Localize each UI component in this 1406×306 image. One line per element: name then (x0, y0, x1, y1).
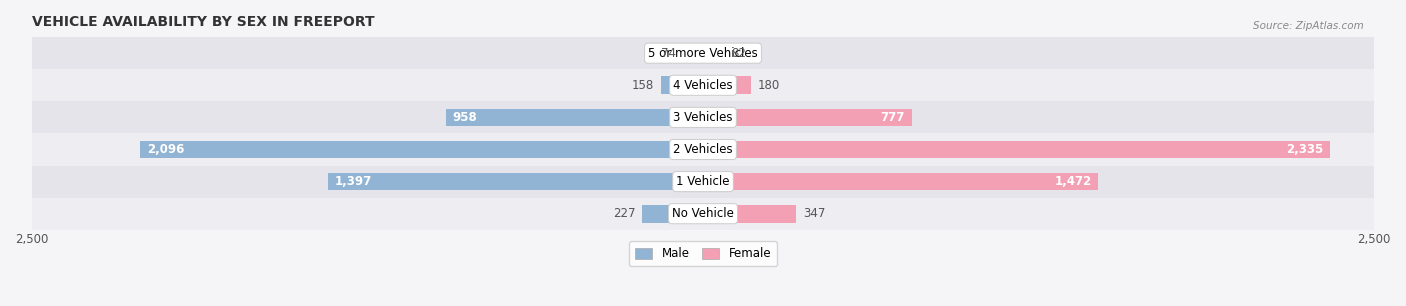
Text: 1 Vehicle: 1 Vehicle (676, 175, 730, 188)
Bar (683, 44, 703, 62)
Text: 158: 158 (631, 79, 654, 92)
Text: 2,335: 2,335 (1286, 143, 1323, 156)
Text: No Vehicle: No Vehicle (672, 207, 734, 220)
Bar (703, 44, 725, 62)
Bar (643, 205, 703, 222)
Bar (32, 69, 1374, 101)
Text: Source: ZipAtlas.com: Source: ZipAtlas.com (1253, 21, 1364, 32)
Text: 1,397: 1,397 (335, 175, 371, 188)
Text: 4 Vehicles: 4 Vehicles (673, 79, 733, 92)
Text: 958: 958 (453, 111, 477, 124)
Bar (703, 109, 911, 126)
Bar (446, 109, 703, 126)
Bar (703, 76, 751, 94)
Bar (703, 173, 1098, 190)
Text: 1,472: 1,472 (1054, 175, 1091, 188)
Text: 3 Vehicles: 3 Vehicles (673, 111, 733, 124)
Text: 347: 347 (803, 207, 825, 220)
Bar (32, 37, 1374, 69)
Bar (32, 198, 1374, 230)
Bar (32, 133, 1374, 166)
Text: 180: 180 (758, 79, 780, 92)
Bar (703, 205, 796, 222)
Bar (661, 76, 703, 94)
Bar (32, 101, 1374, 133)
Text: 74: 74 (661, 47, 676, 60)
Text: 2 Vehicles: 2 Vehicles (673, 143, 733, 156)
Bar (32, 166, 1374, 198)
Bar (703, 141, 1330, 158)
Text: 5 or more Vehicles: 5 or more Vehicles (648, 47, 758, 60)
Text: 777: 777 (880, 111, 905, 124)
Text: 82: 82 (731, 47, 747, 60)
Bar (328, 173, 703, 190)
Legend: Male, Female: Male, Female (628, 241, 778, 266)
Text: 227: 227 (613, 207, 636, 220)
Bar (141, 141, 703, 158)
Text: VEHICLE AVAILABILITY BY SEX IN FREEPORT: VEHICLE AVAILABILITY BY SEX IN FREEPORT (32, 15, 374, 29)
Text: 2,096: 2,096 (146, 143, 184, 156)
